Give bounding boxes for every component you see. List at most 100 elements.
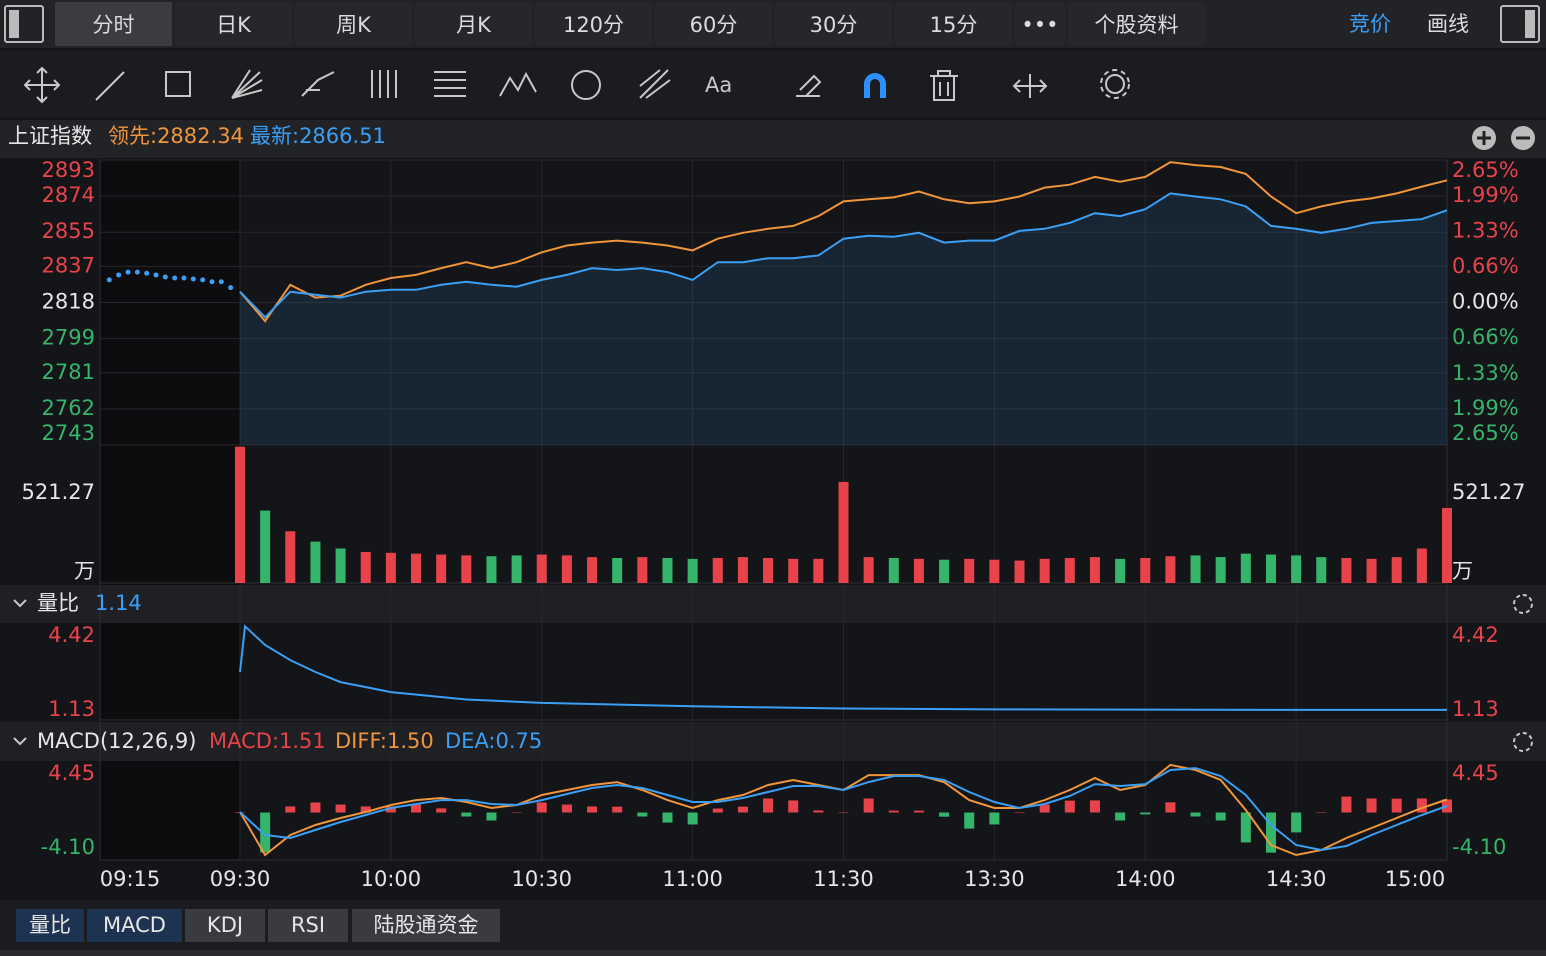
volume-bar — [863, 557, 874, 583]
right-tab[interactable]: 竞价 — [1349, 12, 1391, 36]
tab[interactable] — [55, 2, 172, 46]
auction-dot — [200, 277, 206, 283]
macd-bar — [461, 812, 472, 817]
y-tick-label: 2762 — [42, 396, 95, 420]
indicator-tab-label[interactable]: 量比 — [29, 913, 71, 937]
fan-icon[interactable] — [231, 69, 263, 99]
tab-label[interactable]: 分时 — [93, 13, 135, 37]
text-tool[interactable]: Aa — [705, 73, 732, 97]
y-tick-label: 2781 — [42, 360, 95, 384]
collapse-macd[interactable] — [13, 737, 27, 746]
macd-settings[interactable] — [1513, 732, 1533, 752]
volume-bar — [511, 555, 522, 583]
trash-icon[interactable] — [930, 70, 958, 101]
magnet-icon[interactable] — [864, 73, 886, 98]
volume-bar — [1391, 557, 1402, 583]
volume-bar — [737, 557, 748, 583]
tab-label[interactable]: 60分 — [690, 13, 738, 37]
instrument-name: 上证指数 — [8, 124, 92, 148]
tab-label[interactable]: 30分 — [810, 13, 858, 37]
tab[interactable] — [1068, 2, 1205, 46]
ellipse-icon[interactable] — [571, 70, 601, 100]
macd-header — [0, 722, 1546, 761]
settings-icon[interactable] — [1105, 74, 1125, 94]
rect-icon[interactable] — [165, 71, 191, 97]
indicator-tab[interactable] — [16, 909, 84, 942]
indicator-tab-label[interactable]: KDJ — [207, 913, 243, 937]
indicator-tab[interactable] — [87, 909, 182, 942]
tab[interactable] — [535, 2, 652, 46]
indicator-tab-label[interactable]: MACD — [103, 913, 166, 937]
tab-label[interactable]: 120分 — [563, 13, 624, 37]
collapse-ratio[interactable] — [13, 599, 27, 608]
macd-bar — [913, 810, 924, 813]
right-tab[interactable]: 画线 — [1427, 12, 1469, 36]
volume-bar — [1416, 548, 1427, 583]
tab[interactable] — [415, 2, 532, 46]
volume-bar — [285, 531, 296, 583]
macd-bar — [1316, 812, 1327, 814]
legend-entry: DEA:0.75 — [445, 729, 542, 753]
tab[interactable] — [895, 2, 1012, 46]
zoom-in-glyph — [1477, 131, 1491, 145]
volume-bar — [1265, 554, 1276, 583]
cycle-icon[interactable] — [371, 70, 397, 98]
y2-tick-label: 0.00% — [1452, 290, 1519, 314]
tab[interactable] — [175, 2, 292, 46]
sidebar-toggle-part — [9, 10, 19, 38]
macd-bar — [763, 798, 774, 813]
legend-entry: 领先:2882.34 — [108, 124, 244, 148]
tab-label[interactable]: 15分 — [930, 13, 978, 37]
volume-bar — [260, 510, 271, 583]
macd-bar — [939, 812, 950, 817]
volume-bar — [1291, 555, 1302, 583]
line-icon[interactable] — [95, 71, 125, 101]
y2-tick-label: 0.66% — [1452, 254, 1519, 278]
indicator-tab[interactable] — [352, 909, 500, 942]
volume-bar — [612, 557, 623, 583]
y-tick-label: 2855 — [42, 219, 95, 243]
indicator-tab[interactable] — [268, 909, 348, 942]
tab[interactable] — [295, 2, 412, 46]
move-icon[interactable] — [23, 66, 61, 104]
tab[interactable] — [1015, 2, 1065, 46]
indicator-tab-label[interactable]: RSI — [291, 913, 325, 937]
volume-bar — [461, 555, 472, 583]
unit-label: 万 — [74, 559, 95, 583]
macd-bar — [737, 806, 748, 813]
volume-bar — [385, 552, 396, 583]
tab-label[interactable]: ••• — [1021, 13, 1058, 37]
tab-label[interactable]: 周K — [336, 13, 372, 37]
tab-label[interactable]: 日K — [216, 13, 252, 37]
macd-bar — [637, 812, 648, 817]
macd-bar — [863, 798, 874, 813]
y-tick-label: -4.10 — [41, 835, 95, 859]
auction-dot — [218, 279, 224, 285]
ratio-settings[interactable] — [1513, 594, 1533, 614]
tab-label[interactable]: 月K — [456, 13, 492, 37]
fib-icon[interactable] — [434, 71, 466, 97]
volume-bar — [662, 557, 673, 583]
macd-bar — [888, 810, 899, 813]
volume-bar — [561, 555, 572, 583]
tab[interactable] — [775, 2, 892, 46]
gann-icon[interactable] — [639, 69, 671, 99]
tab[interactable] — [655, 2, 772, 46]
y-tick-label: 4.45 — [48, 761, 95, 785]
macd-bar — [1140, 812, 1151, 815]
volume-bar — [1115, 558, 1126, 583]
indicator-tab-label[interactable]: 陆股通资金 — [374, 913, 479, 937]
sidebar-toggle[interactable] — [4, 5, 44, 43]
eraser-icon[interactable] — [796, 74, 822, 97]
panel-toggle[interactable] — [1500, 5, 1540, 43]
spread-icon[interactable] — [1012, 74, 1048, 98]
indicator-tab[interactable] — [185, 909, 265, 942]
y-tick-label: 521.27 — [22, 480, 95, 504]
channel-icon[interactable] — [301, 71, 335, 97]
tab-label[interactable]: 个股资料 — [1095, 13, 1179, 37]
macd-bar — [285, 806, 296, 813]
y-tick-label: 2837 — [42, 253, 95, 277]
macd-bar — [511, 812, 522, 814]
wave-icon[interactable] — [499, 71, 537, 97]
